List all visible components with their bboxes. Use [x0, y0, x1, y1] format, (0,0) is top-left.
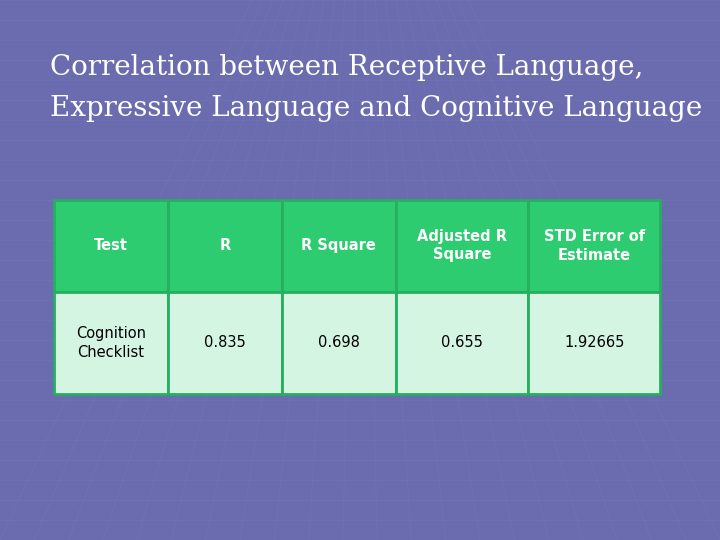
- Text: Test: Test: [94, 238, 128, 253]
- FancyBboxPatch shape: [168, 292, 282, 394]
- FancyBboxPatch shape: [168, 200, 282, 292]
- Text: 1.92665: 1.92665: [564, 335, 624, 350]
- Text: Expressive Language and Cognitive Language: Expressive Language and Cognitive Langua…: [50, 94, 703, 122]
- FancyBboxPatch shape: [396, 200, 528, 292]
- FancyBboxPatch shape: [54, 200, 168, 292]
- Text: R: R: [219, 238, 230, 253]
- Text: 0.698: 0.698: [318, 335, 360, 350]
- FancyBboxPatch shape: [282, 292, 396, 394]
- Text: R Square: R Square: [301, 238, 376, 253]
- Text: Adjusted R
Square: Adjusted R Square: [417, 229, 507, 262]
- FancyBboxPatch shape: [54, 292, 168, 394]
- Text: Cognition
Checklist: Cognition Checklist: [76, 326, 146, 360]
- FancyBboxPatch shape: [282, 200, 396, 292]
- FancyBboxPatch shape: [528, 292, 660, 394]
- Text: Correlation between Receptive Language,: Correlation between Receptive Language,: [50, 54, 644, 81]
- Text: STD Error of
Estimate: STD Error of Estimate: [544, 229, 644, 262]
- FancyBboxPatch shape: [396, 292, 528, 394]
- FancyBboxPatch shape: [528, 200, 660, 292]
- Text: 0.835: 0.835: [204, 335, 246, 350]
- Text: 0.655: 0.655: [441, 335, 483, 350]
